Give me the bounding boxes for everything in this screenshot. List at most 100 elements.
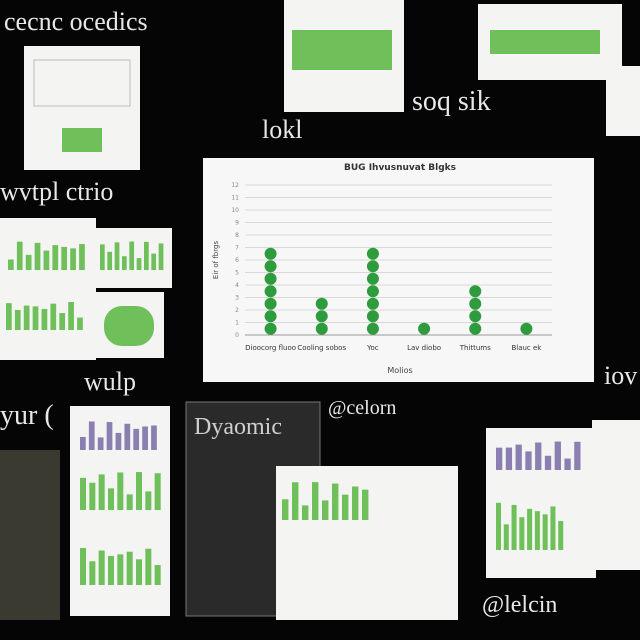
mini-bar bbox=[525, 451, 532, 470]
mini-bar bbox=[550, 506, 556, 550]
mini-bar bbox=[122, 256, 127, 270]
mini-bar bbox=[158, 243, 164, 270]
y-tick-label: 12 bbox=[231, 182, 239, 189]
x-tick-label: Blauc ek bbox=[511, 344, 542, 352]
dot-stack bbox=[520, 322, 533, 335]
mini-bar bbox=[151, 253, 157, 270]
y-tick-label: 11 bbox=[231, 195, 239, 202]
mini-bar bbox=[98, 550, 105, 585]
mini-bar bbox=[108, 488, 114, 510]
dot-stack bbox=[469, 285, 482, 335]
y-tick-label: 4 bbox=[235, 282, 239, 289]
mini-bar bbox=[362, 489, 369, 520]
x-tick-label: Yoc bbox=[366, 344, 379, 352]
chalk-text: iov bbox=[604, 361, 637, 390]
card-art bbox=[490, 30, 600, 54]
mini-bar bbox=[519, 517, 525, 550]
mini-bar bbox=[108, 555, 114, 585]
mini-bar bbox=[534, 511, 540, 550]
card bbox=[276, 466, 458, 620]
mini-bar bbox=[89, 482, 96, 510]
chalk-text: yur ( bbox=[0, 400, 54, 431]
mini-bar bbox=[129, 241, 135, 270]
mini-bar bbox=[106, 422, 113, 450]
x-tick-label: Lav diobo bbox=[407, 344, 441, 352]
card-title: Dyaomic bbox=[194, 414, 282, 440]
mini-bar bbox=[136, 559, 142, 585]
mini-bar bbox=[542, 514, 548, 550]
mini-bar bbox=[505, 447, 513, 470]
y-tick-label: 0 bbox=[235, 332, 239, 339]
y-tick-label: 3 bbox=[235, 295, 239, 302]
mini-bar bbox=[117, 472, 124, 510]
dot bbox=[366, 260, 379, 273]
mini-bar bbox=[136, 258, 142, 270]
dot bbox=[366, 272, 379, 285]
mini-bar bbox=[114, 242, 120, 270]
mini-bar bbox=[41, 308, 48, 330]
dot-stack bbox=[366, 247, 379, 335]
dot bbox=[469, 285, 482, 298]
x-tick-label: Dioocorg fluoo bbox=[245, 344, 296, 352]
mini-bar bbox=[80, 436, 86, 450]
dot-stack bbox=[315, 297, 328, 335]
mini-bar bbox=[535, 442, 542, 470]
card-chart bbox=[33, 59, 131, 107]
dot bbox=[264, 260, 277, 273]
mini-bar bbox=[558, 521, 564, 550]
mini-bar bbox=[100, 244, 105, 270]
chalk-text: soq sik bbox=[412, 86, 491, 117]
mini-bar bbox=[302, 505, 309, 520]
y-tick-label: 6 bbox=[235, 257, 239, 264]
y-tick-label: 10 bbox=[231, 207, 239, 214]
y-tick-label: 2 bbox=[235, 307, 239, 314]
dot bbox=[366, 247, 379, 260]
chart-title: BUG Ihvusnuvat Blgks bbox=[344, 163, 456, 173]
card-art bbox=[292, 30, 392, 70]
mini-bar bbox=[80, 477, 86, 510]
dot bbox=[469, 297, 482, 310]
decor-cards bbox=[0, 0, 640, 620]
y-tick-label: 9 bbox=[235, 220, 239, 227]
mini-bar bbox=[126, 551, 133, 585]
dot bbox=[469, 310, 482, 323]
mini-bar bbox=[133, 428, 140, 450]
mini-bar bbox=[23, 305, 30, 330]
mini-bar bbox=[97, 437, 104, 450]
mini-bar bbox=[503, 524, 509, 550]
card-photo bbox=[0, 450, 60, 620]
mini-bar bbox=[126, 494, 133, 510]
x-tick-label: Cooling sobos bbox=[297, 344, 346, 352]
mini-bar bbox=[68, 302, 74, 330]
mini-bar bbox=[154, 565, 161, 585]
mini-bar bbox=[154, 473, 161, 510]
mini-bar bbox=[496, 502, 501, 550]
mini-bar bbox=[352, 486, 359, 520]
y-tick-label: 8 bbox=[235, 232, 239, 239]
dot-stack bbox=[264, 247, 277, 335]
chalk-text: @lelcin bbox=[482, 592, 557, 618]
y-tick-label: 1 bbox=[235, 320, 239, 327]
chalk-text: @celorn bbox=[328, 397, 396, 419]
dot bbox=[264, 247, 277, 260]
dot bbox=[366, 297, 379, 310]
dot-stack bbox=[418, 322, 431, 335]
mini-bar bbox=[43, 250, 50, 270]
dot bbox=[366, 322, 379, 335]
dot bbox=[264, 272, 277, 285]
mini-bar bbox=[312, 482, 319, 520]
mini-bar bbox=[292, 482, 299, 520]
dot bbox=[264, 285, 277, 298]
dot bbox=[315, 322, 328, 335]
mini-bar bbox=[88, 421, 95, 450]
dot bbox=[366, 310, 379, 323]
mini-bar bbox=[6, 303, 12, 330]
mini-bar bbox=[322, 500, 329, 520]
card-art bbox=[104, 306, 154, 346]
mini-bar bbox=[59, 313, 66, 330]
mini-bar bbox=[144, 241, 149, 270]
mini-bar bbox=[16, 241, 23, 270]
card-art bbox=[62, 128, 102, 152]
mini-bar bbox=[342, 494, 349, 520]
dot bbox=[264, 310, 277, 323]
